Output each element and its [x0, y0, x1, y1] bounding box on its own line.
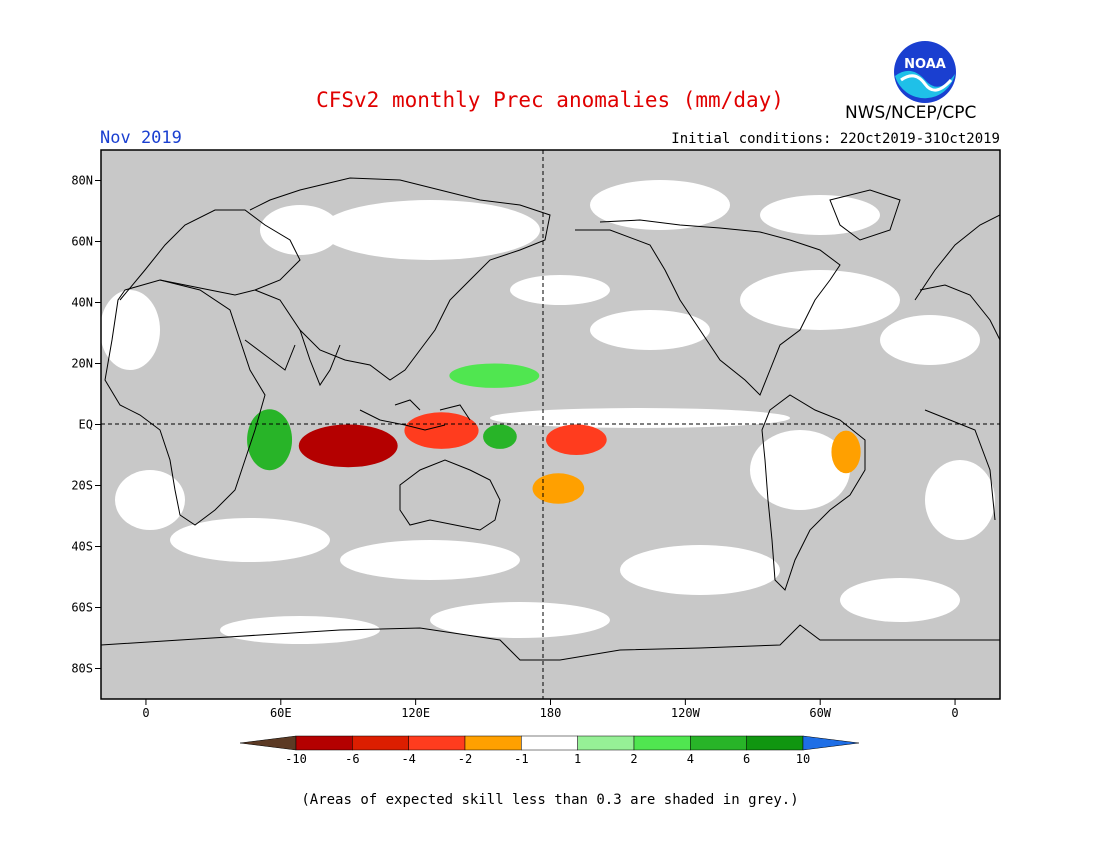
lat-label: 80S	[71, 662, 93, 676]
colorbar-segment	[352, 735, 409, 751]
lat-label: 60N	[71, 235, 93, 249]
noaa-logo-text: NOAA	[904, 57, 946, 72]
colorbar-segment	[295, 735, 353, 751]
lat-label: 40S	[71, 540, 93, 554]
coast-antarctica	[101, 624, 1000, 661]
coast-greenland	[829, 189, 901, 241]
noaa-logo: NOAA	[893, 40, 957, 104]
coast-europe	[119, 209, 301, 301]
colorbar-label: 4	[687, 752, 694, 766]
coast-arabia	[244, 339, 296, 371]
colorbar-segment	[633, 735, 691, 751]
west-pacific-wet	[483, 424, 517, 449]
coastlines	[101, 177, 1000, 661]
colorbar-segment	[690, 735, 747, 751]
lon-label: 60W	[809, 706, 831, 720]
colorbar-segment	[577, 735, 635, 751]
colorbar-label: 6	[743, 752, 750, 766]
colorbar-label: 2	[630, 752, 637, 766]
colorbar: -10 -6 -4 -2 -1 1 2 4 6 10	[239, 735, 860, 766]
no-skill-white-areas	[101, 180, 995, 644]
skill-footnote: (Areas of expected skill less than 0.3 a…	[301, 792, 799, 808]
lat-label: EQ	[79, 418, 93, 432]
organization-label: NWS/NCEP/CPC	[845, 103, 977, 123]
coast-north-america	[575, 219, 841, 396]
forecast-month: Nov 2019	[100, 128, 182, 148]
maritime-continent-dry	[404, 412, 479, 449]
coast-africa-repeat	[919, 284, 1000, 521]
lon-label: 60E	[270, 706, 292, 720]
colorbar-label: -1	[514, 752, 528, 766]
lon-label: 120E	[401, 706, 430, 720]
colorbar-label: -4	[401, 752, 415, 766]
coast-south-america	[761, 394, 866, 591]
coast-indonesia	[359, 399, 471, 431]
colorbar-label: -6	[345, 752, 359, 766]
south-pacific-dry	[532, 473, 585, 504]
colorbar-segment	[521, 735, 578, 751]
coast-africa-europe	[104, 279, 266, 526]
lon-label: 0	[951, 706, 958, 720]
eastern-indian-ocean-dry	[298, 424, 398, 468]
lat-label: 40N	[71, 296, 93, 310]
coast-australia	[399, 459, 501, 531]
colorbar-low-arrow	[239, 735, 297, 751]
lon-label: 120W	[671, 706, 701, 720]
west-indian-ocean-wet	[247, 409, 293, 471]
coast-europe-repeat	[914, 214, 1000, 301]
lat-label: 20S	[71, 479, 93, 493]
colorbar-segment	[464, 735, 522, 751]
colorbar-label: -10	[285, 752, 307, 766]
colorbar-label: 10	[796, 752, 810, 766]
colorbar-segment	[408, 735, 466, 751]
lat-label: 60S	[71, 601, 93, 615]
longitude-axis: 0 60E 120E 180 120W 60W 0	[142, 699, 959, 720]
colorbar-label: 1	[574, 752, 581, 766]
coast-india	[299, 329, 341, 387]
lon-label: 180	[540, 706, 562, 720]
latitude-axis: 80N 60N 40N 20N EQ 20S 40S 60S 80S	[71, 174, 101, 676]
north-pacific-wet	[449, 363, 540, 388]
central-pacific-dry	[546, 424, 607, 455]
colorbar-label: -2	[458, 752, 472, 766]
anomaly-regions	[247, 363, 861, 504]
lat-label: 20N	[71, 357, 93, 371]
colorbar-segment	[746, 735, 804, 751]
coast-asia	[249, 177, 551, 381]
amazon-dry	[831, 430, 861, 474]
colorbar-high-arrow	[802, 735, 860, 751]
map-title: CFSv2 monthly Prec anomalies (mm/day)	[316, 88, 784, 112]
lon-label: 0	[142, 706, 149, 720]
lat-label: 80N	[71, 174, 93, 188]
initial-conditions: Initial conditions: 22Oct2019-31Oct2019	[671, 131, 1000, 147]
